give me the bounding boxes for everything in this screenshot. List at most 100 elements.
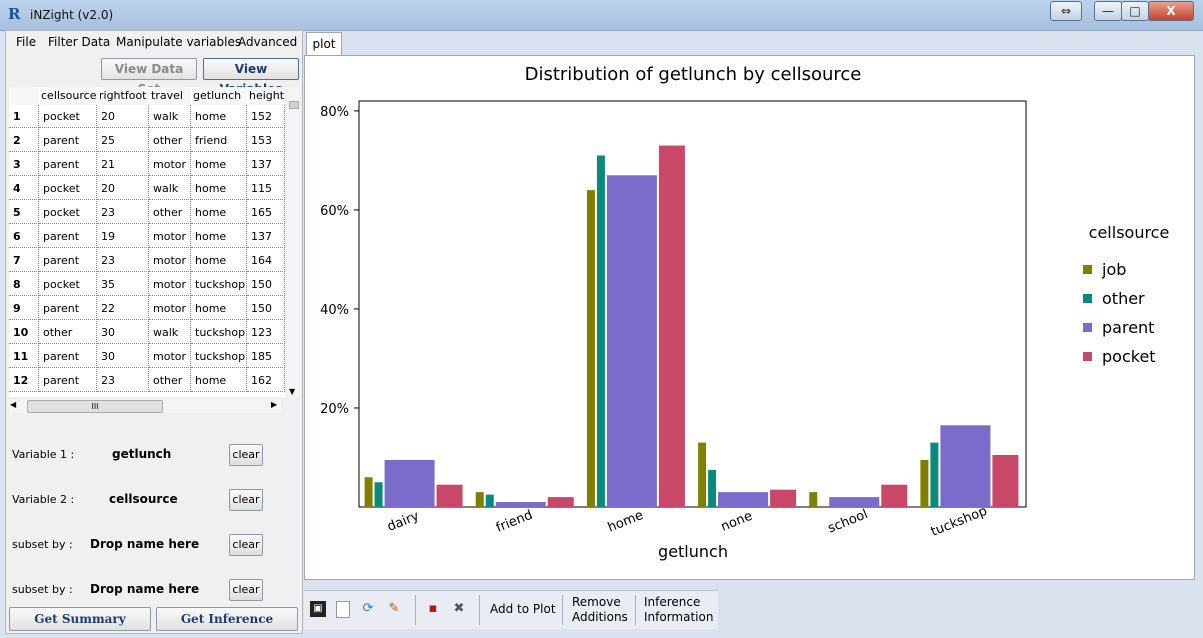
table-cell-travel[interactable]: motor (149, 153, 191, 176)
tab-plot[interactable]: plot (306, 32, 342, 55)
refresh-icon[interactable]: ⟳ (362, 601, 374, 616)
table-cell-height[interactable]: 153 (247, 129, 285, 152)
maximize-button[interactable]: □ (1121, 1, 1149, 21)
table-cell-travel[interactable]: motor (149, 225, 191, 248)
table-cell-rightfoot[interactable]: 19 (97, 225, 149, 248)
table-cell-travel[interactable]: motor (149, 345, 191, 368)
table-cell-getlunch[interactable]: home (191, 201, 247, 224)
row-number[interactable]: 3 (9, 153, 39, 176)
scroll-thumb[interactable] (289, 101, 299, 109)
delete-x-icon[interactable]: ✖ (453, 601, 465, 616)
data-table[interactable]: cellsource rightfoot travel getlunch height 1… (9, 87, 285, 397)
table-cell-getlunch[interactable]: tuckshop (191, 273, 247, 296)
table-cell-height[interactable]: 137 (247, 225, 285, 248)
table-cell-height[interactable]: 164 (247, 249, 285, 272)
menu-filter-data[interactable]: Filter Data (48, 35, 111, 49)
table-cell-rightfoot[interactable]: 23 (97, 249, 149, 272)
table-cell-cellsource[interactable]: parent (39, 249, 97, 272)
new-document-icon[interactable] (336, 601, 350, 618)
table-cell-travel[interactable]: walk (149, 105, 191, 128)
subset-1-dropzone[interactable]: Drop name here (90, 537, 200, 551)
close-button[interactable]: X (1148, 1, 1194, 21)
column-header-height[interactable]: height (249, 87, 285, 105)
restore-arrows-button[interactable]: ⇔ (1050, 1, 1082, 21)
scroll-thumb[interactable]: III (27, 400, 163, 413)
table-cell-height[interactable]: 162 (247, 369, 285, 392)
subset-2-dropzone[interactable]: Drop name here (90, 582, 200, 596)
table-cell-rightfoot[interactable]: 25 (97, 129, 149, 152)
table-cell-getlunch[interactable]: friend (191, 129, 247, 152)
row-number[interactable]: 12 (9, 369, 39, 392)
table-cell-height[interactable]: 137 (247, 153, 285, 176)
table-cell-rightfoot[interactable]: 35 (97, 273, 149, 296)
row-number[interactable]: 6 (9, 225, 39, 248)
table-cell-cellsource[interactable]: pocket (39, 177, 97, 200)
scroll-right-icon[interactable]: ▶ (271, 400, 278, 409)
variable-1-value[interactable]: getlunch (112, 447, 172, 461)
table-horizontal-scrollbar[interactable]: ◀ III ▶ (9, 399, 281, 413)
column-header-rightfoot[interactable]: rightfoot (99, 87, 149, 105)
inference-information-button[interactable]: Inference Information (644, 595, 713, 625)
row-number[interactable]: 9 (9, 297, 39, 320)
row-number[interactable]: 10 (9, 321, 39, 344)
get-inference-button[interactable]: Get Inference (156, 607, 298, 631)
table-cell-rightfoot[interactable]: 30 (97, 321, 149, 344)
table-cell-height[interactable]: 123 (247, 321, 285, 344)
clear-subset-2-button[interactable]: clear (229, 579, 263, 601)
table-cell-cellsource[interactable]: parent (39, 153, 97, 176)
table-cell-getlunch[interactable]: tuckshop (191, 345, 247, 368)
save-icon[interactable]: ▪ (428, 601, 438, 616)
table-cell-travel[interactable]: motor (149, 249, 191, 272)
table-cell-height[interactable]: 150 (247, 297, 285, 320)
edit-pencil-icon[interactable]: ✎ (388, 601, 400, 616)
table-cell-rightfoot[interactable]: 20 (97, 105, 149, 128)
table-cell-getlunch[interactable]: home (191, 153, 247, 176)
remove-additions-button[interactable]: Remove Additions (572, 595, 628, 625)
table-cell-travel[interactable]: walk (149, 321, 191, 344)
menu-manipulate-variables[interactable]: Manipulate variables (116, 35, 242, 49)
add-to-plot-button[interactable]: Add to Plot (490, 602, 556, 616)
menu-file[interactable]: File (16, 35, 37, 49)
view-variables-button[interactable]: View Variables (203, 58, 299, 96)
table-vertical-scrollbar[interactable]: ▼ (287, 87, 299, 397)
row-number[interactable]: 4 (9, 177, 39, 200)
table-cell-rightfoot[interactable]: 23 (97, 201, 149, 224)
clear-subset-1-button[interactable]: clear (229, 534, 263, 556)
table-cell-cellsource[interactable]: parent (39, 225, 97, 248)
table-cell-cellsource[interactable]: parent (39, 369, 97, 392)
get-summary-button[interactable]: Get Summary (9, 607, 151, 631)
table-cell-travel[interactable]: other (149, 201, 191, 224)
table-cell-getlunch[interactable]: home (191, 105, 247, 128)
table-cell-cellsource[interactable]: pocket (39, 201, 97, 224)
variable-2-value[interactable]: cellsource (109, 492, 178, 506)
table-cell-travel[interactable]: other (149, 129, 191, 152)
table-cell-height[interactable]: 115 (247, 177, 285, 200)
table-cell-rightfoot[interactable]: 30 (97, 345, 149, 368)
table-cell-travel[interactable]: motor (149, 273, 191, 296)
row-number[interactable]: 8 (9, 273, 39, 296)
table-cell-cellsource[interactable]: parent (39, 297, 97, 320)
table-cell-travel[interactable]: other (149, 369, 191, 392)
table-cell-travel[interactable]: walk (149, 177, 191, 200)
table-cell-getlunch[interactable]: home (191, 249, 247, 272)
table-cell-rightfoot[interactable]: 22 (97, 297, 149, 320)
table-cell-height[interactable]: 150 (247, 273, 285, 296)
clear-variable-2-button[interactable]: clear (229, 489, 263, 511)
view-dataset-button[interactable]: View Data Set (101, 58, 197, 96)
table-cell-getlunch[interactable]: home (191, 369, 247, 392)
table-cell-getlunch[interactable]: home (191, 225, 247, 248)
table-cell-getlunch[interactable]: tuckshop (191, 321, 247, 344)
table-cell-getlunch[interactable]: home (191, 177, 247, 200)
table-cell-cellsource[interactable]: other (39, 321, 97, 344)
column-header-travel[interactable]: travel (151, 87, 191, 105)
row-number[interactable]: 7 (9, 249, 39, 272)
table-cell-cellsource[interactable]: parent (39, 129, 97, 152)
table-cell-height[interactable]: 165 (247, 201, 285, 224)
table-cell-height[interactable]: 152 (247, 105, 285, 128)
row-number[interactable]: 1 (9, 105, 39, 128)
row-number[interactable]: 5 (9, 201, 39, 224)
menu-advanced[interactable]: Advanced (238, 35, 298, 49)
minimize-button[interactable]: — (1094, 1, 1122, 21)
table-cell-rightfoot[interactable]: 23 (97, 369, 149, 392)
table-cell-height[interactable]: 185 (247, 345, 285, 368)
